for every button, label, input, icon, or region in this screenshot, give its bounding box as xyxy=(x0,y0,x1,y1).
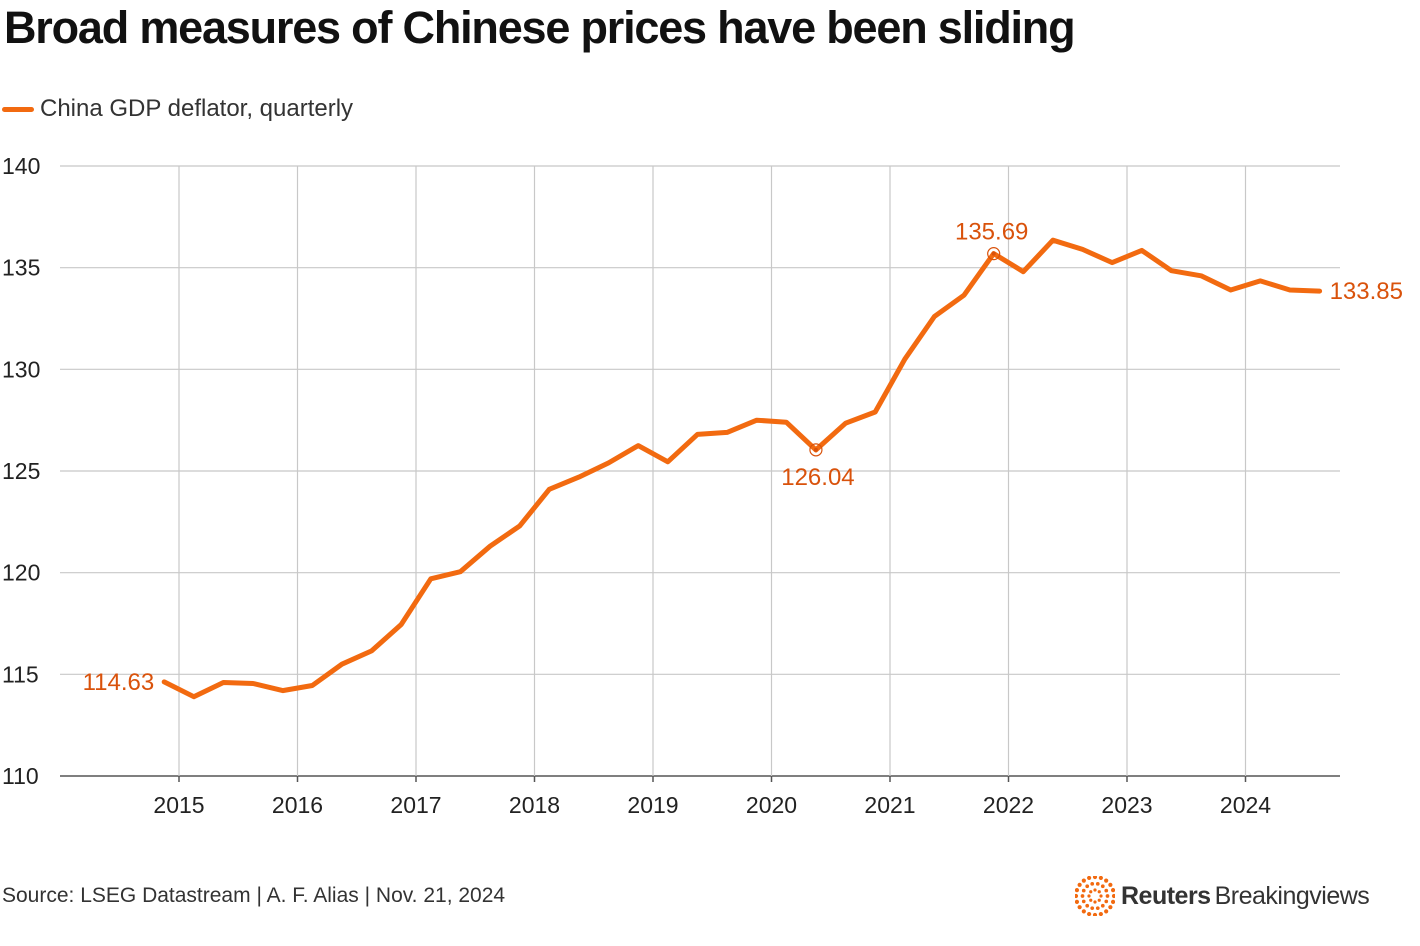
line-chart: 110 115 120 125 130 135 140 2015 2016 2017 2018 201… xyxy=(2,153,1403,818)
logo-dot xyxy=(1081,909,1086,914)
logo-dot xyxy=(1097,898,1101,902)
logo-dot xyxy=(1077,905,1082,910)
logo-dot xyxy=(1108,882,1113,887)
logo-dot xyxy=(1075,888,1080,893)
x-tick-label: 2019 xyxy=(627,792,678,818)
logo-dot xyxy=(1095,906,1100,911)
logo-dot xyxy=(1075,893,1079,899)
x-tick-label: 2018 xyxy=(509,792,560,818)
logo-dot xyxy=(1110,899,1115,904)
legend: China GDP deflator, quarterly xyxy=(2,95,353,123)
y-tick-label: 140 xyxy=(2,153,40,179)
y-tick-label: 115 xyxy=(2,661,39,687)
x-tick-label: 2015 xyxy=(153,792,204,818)
logo-dot xyxy=(1104,888,1109,893)
reuters-logo-icon xyxy=(1075,876,1115,916)
logo-dot xyxy=(1104,899,1109,904)
data-label: 133.85 xyxy=(1330,278,1403,305)
logo-dot xyxy=(1093,888,1097,892)
x-tick-label: 2016 xyxy=(272,792,323,818)
logo-dot xyxy=(1081,899,1086,904)
annotation-layer: 114.63 126.04 135.69 133.85 xyxy=(83,219,1403,696)
x-tick-label: 2023 xyxy=(1101,792,1152,818)
chart-title: Broad measures of Chinese prices have be… xyxy=(4,2,1076,53)
logo-dot xyxy=(1085,903,1090,908)
logo-dot xyxy=(1093,900,1097,904)
logo-dot xyxy=(1099,894,1103,898)
data-label: 114.63 xyxy=(83,669,155,696)
logo-dot xyxy=(1081,878,1086,883)
x-tick-label: 2021 xyxy=(864,792,915,818)
logo-dot xyxy=(1098,876,1103,881)
logo-dot xyxy=(1089,890,1093,894)
brand-name: Reuters xyxy=(1121,881,1211,910)
logo-dot xyxy=(1092,912,1098,916)
logo-dot xyxy=(1100,903,1105,908)
logo-dot xyxy=(1108,905,1113,910)
legend-swatch xyxy=(2,106,34,112)
logo-dot xyxy=(1105,894,1110,898)
logo-dot xyxy=(1110,888,1115,893)
x-tick-label: 2020 xyxy=(746,792,797,818)
data-label: 135.69 xyxy=(955,219,1028,246)
x-tick-label: 2017 xyxy=(390,792,441,818)
logo-dot xyxy=(1104,909,1109,914)
annotation-marker xyxy=(987,247,1001,261)
data-label: 126.04 xyxy=(781,464,854,491)
logo-dot xyxy=(1090,906,1095,911)
logo-dot xyxy=(1081,888,1086,893)
logo-dot xyxy=(1111,893,1115,899)
y-tick-label: 120 xyxy=(2,560,40,586)
logo-dot xyxy=(1089,898,1093,902)
y-tick-label: 110 xyxy=(2,763,39,789)
series-layer xyxy=(161,237,1323,700)
legend-label: China GDP deflator, quarterly xyxy=(40,95,354,122)
source-note: Source: LSEG Datastream | A. F. Alias | … xyxy=(2,884,506,907)
logo-dot xyxy=(1087,894,1091,898)
y-tick-label: 135 xyxy=(2,255,40,281)
grid-layer xyxy=(60,165,1340,777)
annotation-marker-dot xyxy=(991,251,996,256)
logo-dot xyxy=(1077,882,1082,887)
logo-dot xyxy=(1085,884,1090,889)
logo-dot xyxy=(1075,899,1080,904)
axis-layer: 110 115 120 125 130 135 140 2015 2016 2017 2018 201… xyxy=(2,153,1271,818)
x-tick-label: 2022 xyxy=(983,792,1034,818)
y-tick-label: 130 xyxy=(2,356,40,382)
logo-dot xyxy=(1080,894,1085,898)
logo-dot xyxy=(1092,876,1098,880)
x-tick-label: 2024 xyxy=(1220,792,1271,818)
series-line xyxy=(161,237,1323,700)
logo-dot xyxy=(1095,881,1100,886)
brand: Reuters Breakingviews xyxy=(1075,876,1370,916)
brand-sub: Breakingviews xyxy=(1214,881,1370,910)
logo-dot xyxy=(1090,881,1095,886)
annotation-marker-dot xyxy=(813,447,818,452)
annotation-marker xyxy=(809,443,823,457)
logo-dot xyxy=(1098,911,1103,916)
logo-dot xyxy=(1087,911,1092,916)
logo-dot xyxy=(1104,878,1109,883)
logo-dot xyxy=(1097,890,1101,894)
y-tick-label: 125 xyxy=(2,458,40,484)
logo-dot xyxy=(1087,876,1092,881)
logo-dot xyxy=(1100,884,1105,889)
